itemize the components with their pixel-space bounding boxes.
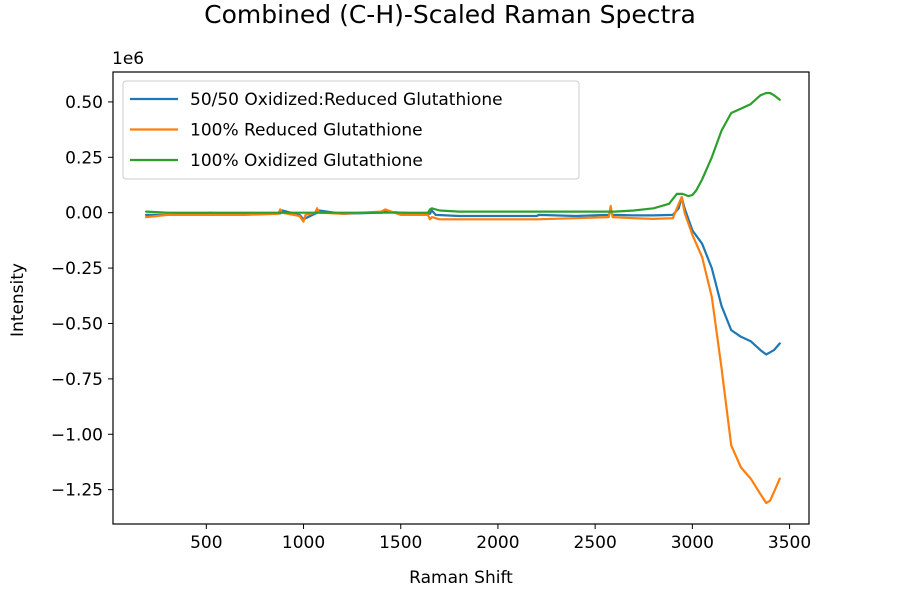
legend-label-2: 100% Reduced Glutathione — [190, 121, 423, 141]
y-tick-label: −1.00 — [51, 425, 103, 445]
series-line-3 — [145, 91, 781, 214]
x-tick-label: 3500 — [768, 533, 811, 553]
plot-frame — [112, 71, 810, 525]
x-tick-label: 1500 — [379, 533, 422, 553]
y-scale-factor-label: 1e6 — [112, 49, 144, 69]
series-line-2 — [145, 196, 781, 505]
x-axis-label: Raman Shift — [409, 568, 513, 588]
x-axis: 500 1000 1500 2000 2500 3000 3500 — [190, 524, 811, 553]
y-tick-label: −0.50 — [51, 314, 103, 334]
legend: 50/50 Oxidized:Reduced Glutathione 100% R… — [122, 80, 580, 180]
y-tick-label: −1.25 — [51, 481, 103, 501]
x-tick-label: 2500 — [574, 533, 617, 553]
x-tick-label: 1000 — [282, 533, 325, 553]
y-tick-label: −0.25 — [51, 259, 103, 279]
y-tick-label: 0.50 — [65, 93, 103, 113]
x-tick-label: 3000 — [671, 533, 714, 553]
series-line-1 — [145, 196, 781, 356]
y-axis: 0.50 0.25 0.00 −0.25 −0.50 −0.75 −1.00 −1.25 — [51, 93, 113, 501]
x-tick-label: 2000 — [476, 533, 519, 553]
legend-label-3: 100% Oxidized Glutathione — [190, 151, 423, 171]
y-tick-label: 0.00 — [65, 204, 103, 224]
plot-area — [145, 91, 781, 505]
legend-box — [122, 80, 580, 180]
y-axis-label: Intensity — [8, 263, 28, 337]
legend-label-1: 50/50 Oxidized:Reduced Glutathione — [190, 90, 503, 110]
y-tick-label: −0.75 — [51, 370, 103, 390]
y-tick-label: 0.25 — [65, 148, 103, 168]
chart-title: Combined (C-H)-Scaled Raman Spectra — [204, 0, 696, 29]
x-tick-label: 500 — [190, 533, 222, 553]
